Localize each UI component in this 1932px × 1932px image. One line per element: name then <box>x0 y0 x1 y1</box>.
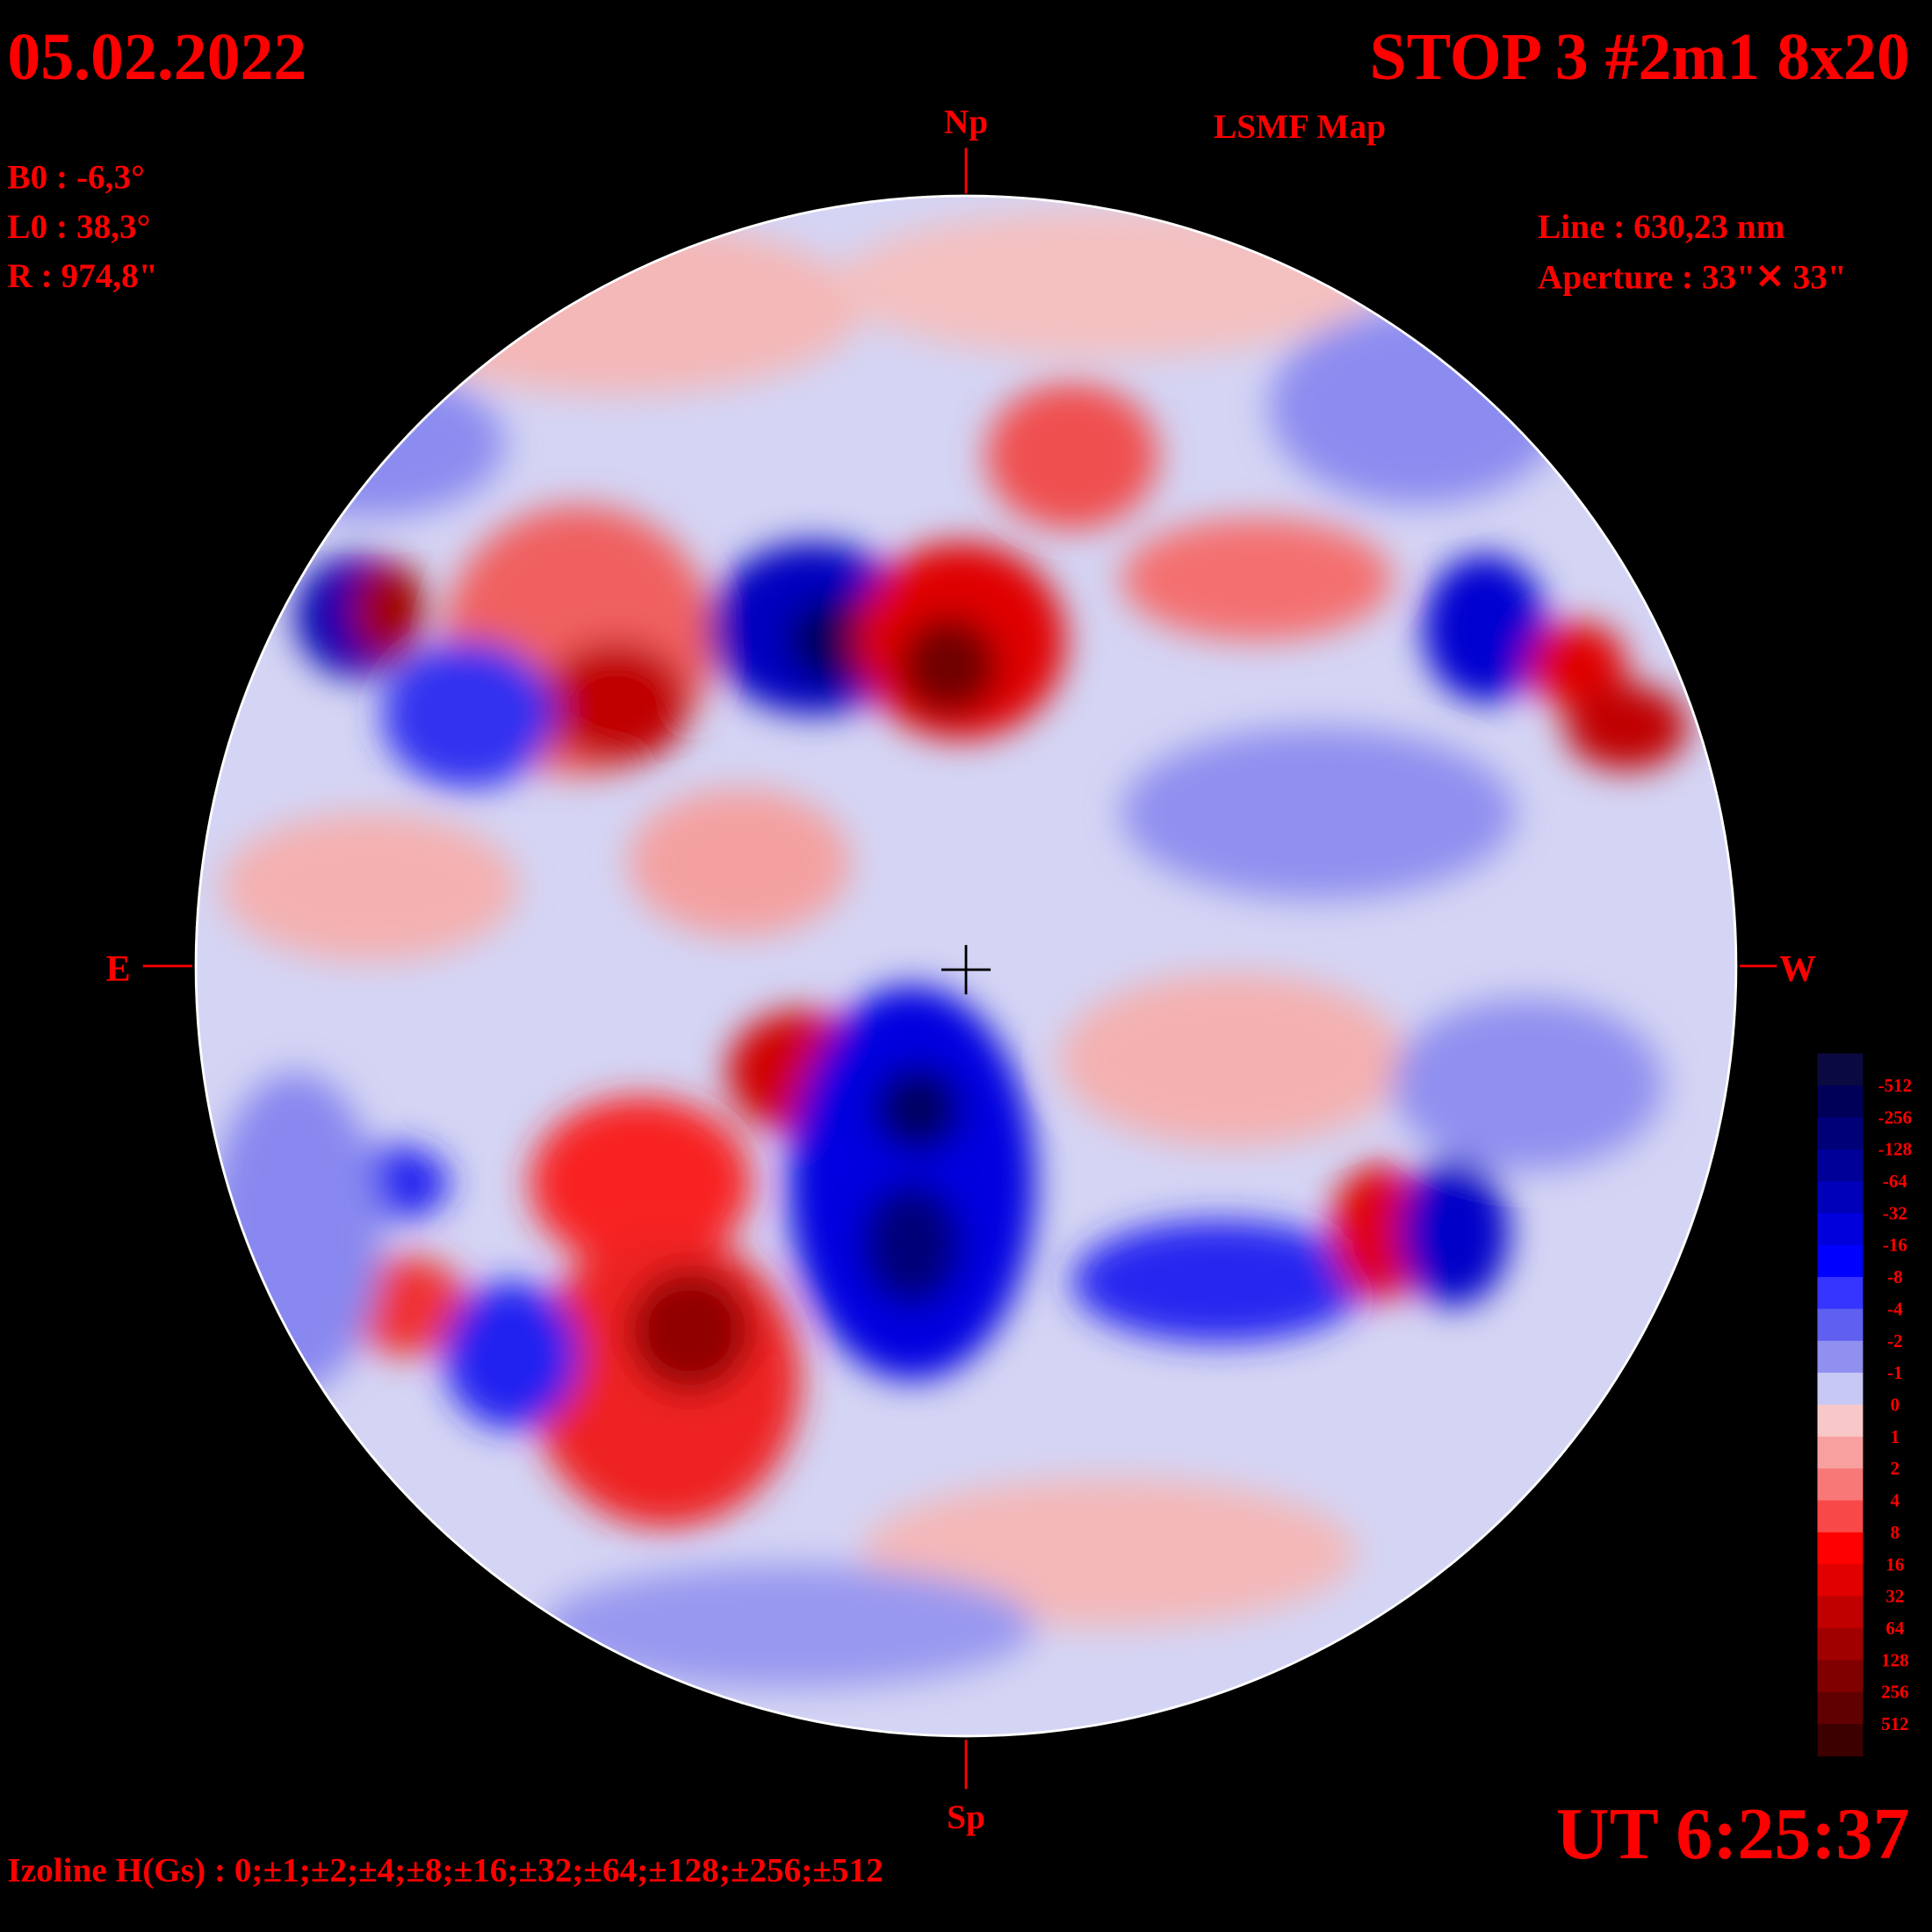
colorbar-label: 128 <box>1881 1649 1909 1670</box>
colorbar-label: -16 <box>1883 1235 1907 1256</box>
colorbar-band <box>1817 1468 1864 1502</box>
colorbar-label: 1 <box>1891 1426 1900 1447</box>
colorbar-band <box>1817 1532 1864 1565</box>
colorbar-label: 256 <box>1881 1682 1909 1703</box>
colorbar-band <box>1817 1181 1864 1215</box>
colorbar-band <box>1817 1660 1864 1693</box>
colorbar-band <box>1817 1627 1864 1662</box>
colorbar-band <box>1817 1213 1864 1246</box>
colorbar: -512 -256 -128 -64 -32 -16 -8 -4 -2 -1 0 1 2 4 8 16 32 64… <box>1817 1053 1913 1757</box>
colorbar-band <box>1817 1691 1864 1725</box>
east-label: E <box>106 948 131 990</box>
isolines: Izoline H(Gs) : 0;±1;±2;±4;±8;±16;±32;±6… <box>7 1851 883 1889</box>
colorbar-band <box>1817 1404 1864 1438</box>
colorbar-band <box>1817 1564 1864 1597</box>
colorbar-label: 32 <box>1885 1586 1904 1607</box>
colorbar-label: -4 <box>1887 1298 1903 1319</box>
colorbar-band <box>1817 1308 1864 1342</box>
param: B0 : -6,3° <box>7 159 144 197</box>
colorbar-band <box>1817 1053 1864 1086</box>
colorbar-band <box>1817 1340 1864 1373</box>
colorbar-label: -256 <box>1878 1107 1913 1128</box>
time: UT 6:25:37 <box>1556 1793 1910 1875</box>
colorbar-band <box>1817 1500 1864 1533</box>
line-info: Line : 630,23 nm <box>1538 208 1785 246</box>
colorbar-band <box>1817 1117 1864 1150</box>
colorbar-label: -2 <box>1887 1330 1903 1352</box>
colorbar-label: -1 <box>1887 1362 1903 1383</box>
param: R : 974,8" <box>7 257 157 295</box>
colorbar-label: 64 <box>1885 1618 1905 1639</box>
colorbar-label: -32 <box>1883 1202 1907 1223</box>
north-label: Np <box>944 104 988 141</box>
colorbar-label: -128 <box>1878 1139 1913 1160</box>
colorbar-label: 16 <box>1885 1554 1904 1575</box>
colorbar-band <box>1817 1724 1864 1757</box>
colorbar-band <box>1817 1277 1864 1310</box>
colorbar-label: 8 <box>1891 1522 1900 1543</box>
colorbar-label: -512 <box>1878 1075 1913 1096</box>
colorbar-band <box>1817 1596 1864 1629</box>
subtitle: LSMF Map <box>1214 108 1386 146</box>
colorbar-label: -8 <box>1887 1266 1903 1287</box>
colorbar-label: -64 <box>1883 1171 1908 1192</box>
date: 05.02.2022 <box>7 20 306 94</box>
colorbar-band <box>1817 1244 1864 1278</box>
colorbar-band <box>1817 1436 1864 1469</box>
colorbar-label: 2 <box>1891 1458 1900 1479</box>
west-label: W <box>1779 948 1816 990</box>
colorbar-label: 4 <box>1891 1490 1900 1511</box>
colorbar-band <box>1817 1373 1864 1406</box>
center-cross <box>941 945 991 995</box>
param: L0 : 38,3° <box>7 208 150 246</box>
colorbar-band <box>1817 1085 1864 1119</box>
title: STOP 3 #2m1 8x20 <box>1370 20 1910 94</box>
colorbar-label: 512 <box>1881 1713 1909 1734</box>
colorbar-band <box>1817 1149 1864 1182</box>
aperture-info: Aperture : 33"✕ 33" <box>1538 258 1847 296</box>
south-label: Sp <box>947 1799 985 1836</box>
colorbar-label: 0 <box>1891 1395 1900 1416</box>
